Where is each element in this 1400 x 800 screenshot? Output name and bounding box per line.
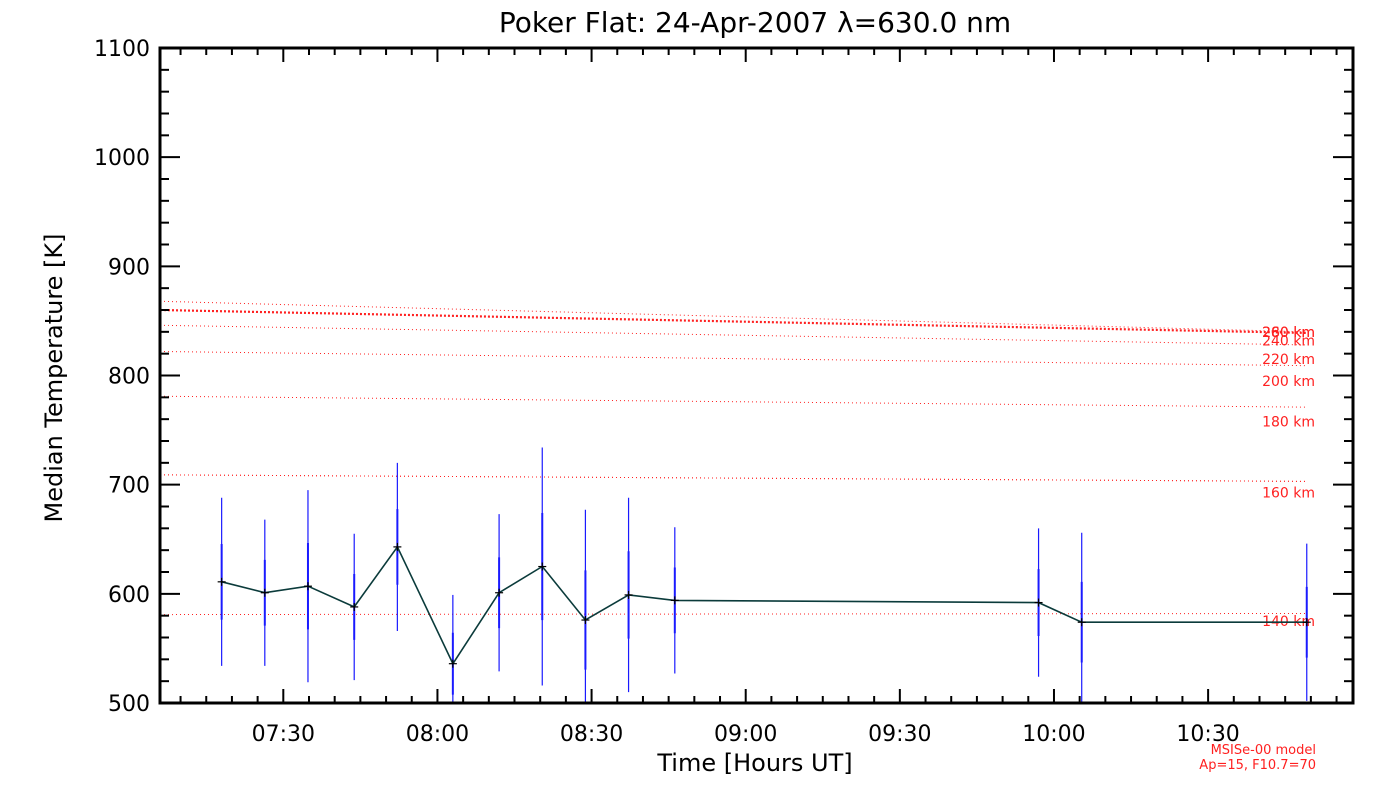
y-tick-labels: 500 600 700 800 900 1000 1100 [94,37,150,717]
x-axis-title: Time [Hours UT] [656,749,852,777]
model-label-240km: 240 km [1262,334,1315,350]
model-footnote-params: Ap=15, F10.7=70 [1199,758,1316,773]
x-tick-label: 07:30 [252,722,315,747]
y-tick-label: 600 [108,583,150,608]
x-tick-label: 08:00 [406,722,469,747]
model-curve-260km [159,308,1307,335]
measurement-series [217,447,1311,703]
model-label-280km: 280 km [1262,325,1315,341]
y-tick-label: 1100 [94,37,150,62]
temperature-line [221,545,1307,666]
model-label-180km: 180 km [1262,414,1315,430]
axis-ticks [160,47,1353,704]
y-tick-label: 500 [108,692,150,717]
y-tick-label: 900 [108,255,150,280]
model-label-200km: 200 km [1262,374,1315,390]
x-tick-labels: 07:30 08:00 08:30 09:00 09:30 10:00 10:30 [252,722,1240,747]
x-tick-label: 09:30 [868,722,931,747]
model-label-160km: 160 km [1262,485,1315,501]
x-tick-label: 09:00 [714,722,777,747]
y-tick-label: 700 [108,474,150,499]
model-footnote-name: MSISe-00 model [1211,743,1316,758]
y-axis-title: Median Temperature [K] [40,233,68,522]
y-tick-label: 1000 [94,146,150,171]
chart-title: Poker Flat: 24-Apr-2007 λ=630.0 nm [499,6,1011,39]
x-tick-label: 08:30 [560,722,623,747]
model-label-260km: 260 km [1262,325,1315,341]
y-tick-label: 800 [108,365,150,390]
x-tick-label: 10:00 [1022,722,1085,747]
model-label-220km: 220 km [1262,352,1315,368]
x-tick-label: 10:30 [1176,722,1239,747]
